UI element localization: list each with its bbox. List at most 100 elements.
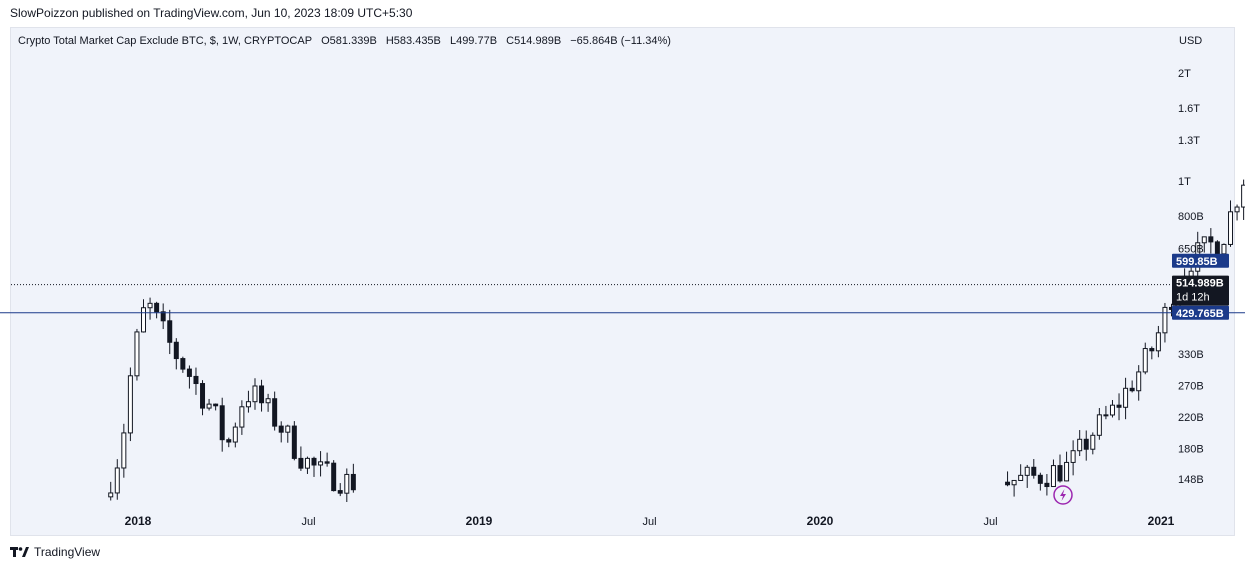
candles-group: [108, 179, 1245, 503]
candle-body: [108, 492, 114, 498]
candle-body: [1077, 438, 1083, 452]
time-tick-label: Jul: [301, 516, 315, 528]
lightning-bolt-icon: [1060, 489, 1066, 501]
candle-body: [1005, 481, 1011, 486]
price-tick-label: 330B: [1178, 349, 1204, 361]
price-tick-label: 2T: [1178, 68, 1191, 80]
price-tick-label: 148B: [1178, 474, 1204, 486]
candle-body: [1162, 306, 1168, 334]
candle-body: [1044, 482, 1050, 488]
tradingview-logo: TradingView: [10, 545, 100, 559]
candle-body: [154, 302, 160, 313]
candle-body: [1228, 211, 1234, 245]
candle-body: [1123, 387, 1129, 408]
candle-body: [219, 405, 225, 441]
chart-panel[interactable]: [10, 27, 1235, 536]
candle-body: [1070, 450, 1076, 463]
symbol-legend: Crypto Total Market Cap Exclude BTC, $, …: [18, 35, 677, 47]
price-badge: [1172, 275, 1229, 306]
candle-body: [1214, 241, 1220, 255]
candle-body: [1011, 479, 1017, 486]
candle-body: [167, 320, 173, 343]
candle-body: [200, 383, 206, 409]
candle-body: [1201, 236, 1207, 244]
candle-body: [298, 457, 304, 469]
candle-body: [1018, 474, 1024, 481]
candle-body: [226, 439, 232, 443]
candle-body: [1037, 474, 1043, 484]
candle-body: [285, 425, 291, 433]
candle-body: [173, 341, 179, 360]
candle-body: [1116, 404, 1122, 408]
candle-body: [291, 425, 297, 459]
time-tick-label: 2019: [466, 514, 493, 528]
candle-body: [1083, 438, 1089, 450]
candle-body: [1149, 348, 1155, 352]
candle-body: [259, 385, 265, 404]
candle-body: [160, 311, 166, 322]
candle-body: [127, 375, 133, 434]
price-tick-label: 1.3T: [1178, 135, 1200, 147]
price-badge: [1172, 253, 1229, 268]
candle-body: [331, 462, 337, 492]
price-badge-label: 514.989B: [1176, 278, 1224, 290]
price-tick-label: 180B: [1178, 443, 1204, 455]
price-tick-label: 1.6T: [1178, 103, 1200, 115]
candle-body: [1064, 461, 1070, 482]
candle-body: [1208, 236, 1214, 243]
candle-body: [272, 398, 278, 427]
candle-body: [121, 432, 127, 469]
candle-body: [1057, 465, 1063, 482]
candle-body: [239, 406, 245, 428]
candle-body: [147, 302, 153, 309]
publish-info: SlowPoizzon published on TradingView.com…: [10, 6, 413, 20]
close-value: C514.989B: [506, 35, 562, 47]
candle-body: [193, 375, 199, 385]
price-badge-label: 599.85B: [1176, 256, 1218, 268]
candle-body: [337, 490, 343, 494]
candle-body: [1234, 206, 1240, 213]
countdown-label: 1d 12h: [1176, 292, 1210, 304]
change-value: −65.864B (−11.34%): [570, 35, 671, 47]
candle-body: [180, 358, 186, 370]
time-tick-label: Jul: [642, 516, 656, 528]
candle-body: [1221, 243, 1227, 255]
time-tick-label: Jul: [983, 516, 997, 528]
candle-body: [1031, 466, 1037, 476]
lightning-icon: [1053, 485, 1073, 505]
candle-body: [1109, 404, 1115, 416]
candle-body: [206, 403, 212, 409]
candle-body: [1155, 332, 1161, 352]
tradingview-logo-icon: [10, 547, 29, 557]
price-tick-label: 1T: [1178, 176, 1191, 188]
time-tick-label: 2018: [125, 514, 152, 528]
candle-body: [1090, 434, 1096, 450]
candle-body: [1136, 371, 1142, 392]
time-tick-label: 2021: [1148, 514, 1175, 528]
candle-body: [350, 473, 356, 491]
candle-body: [324, 461, 330, 464]
symbol-title: Crypto Total Market Cap Exclude BTC, $, …: [18, 35, 313, 47]
price-tick-label: 270B: [1178, 380, 1204, 392]
tradingview-wordmark: TradingView: [34, 545, 101, 559]
open-value: O581.339B: [321, 35, 377, 47]
candle-body: [232, 426, 238, 443]
high-value: H583.435B: [385, 35, 441, 47]
time-tick-label: 2020: [807, 514, 834, 528]
candle-body: [344, 473, 350, 494]
candle-body: [1050, 465, 1056, 488]
candle-body: [141, 307, 147, 333]
candle-body: [304, 457, 310, 469]
candle-body: [213, 403, 219, 407]
candle-body: [252, 385, 258, 403]
price-tick-label: 650B: [1178, 243, 1204, 255]
candle-body: [186, 368, 192, 377]
candle-body: [265, 398, 271, 404]
price-badge-label: 429.765B: [1176, 308, 1224, 320]
candle-body: [311, 457, 317, 466]
currency-label[interactable]: USD: [1179, 35, 1203, 47]
candle-body: [114, 467, 120, 494]
candle-body: [278, 425, 284, 433]
candle-body: [318, 461, 324, 466]
